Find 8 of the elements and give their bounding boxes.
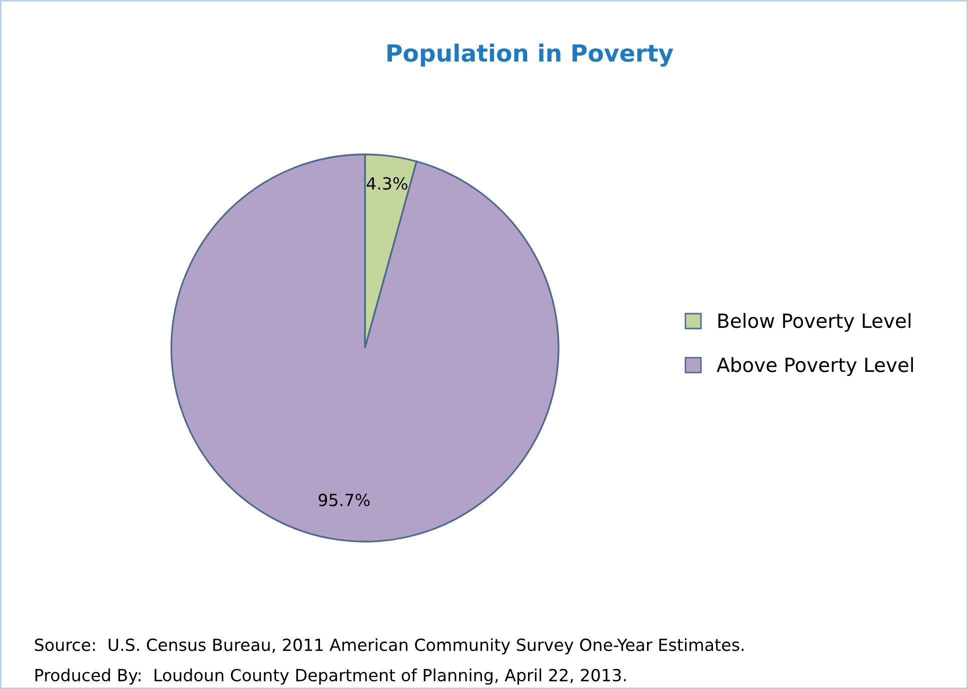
text: Produced By: Loudoun County Department of Planning, April 22, 2013.: [36, 668, 626, 685]
source-note: Source: U.S. Census Bureau, 2011 American Community Survey One-Year Estimates.: [34, 638, 744, 654]
pie-slice: [170, 154, 560, 542]
legend-label: Below Poverty Level: [718, 313, 910, 332]
legend-label: Above Poverty Level: [716, 357, 913, 376]
data-label: 4.3%: [366, 177, 408, 190]
chart-title: Population in Poverty: [388, 44, 674, 67]
data-label: 95.7%: [318, 494, 370, 506]
